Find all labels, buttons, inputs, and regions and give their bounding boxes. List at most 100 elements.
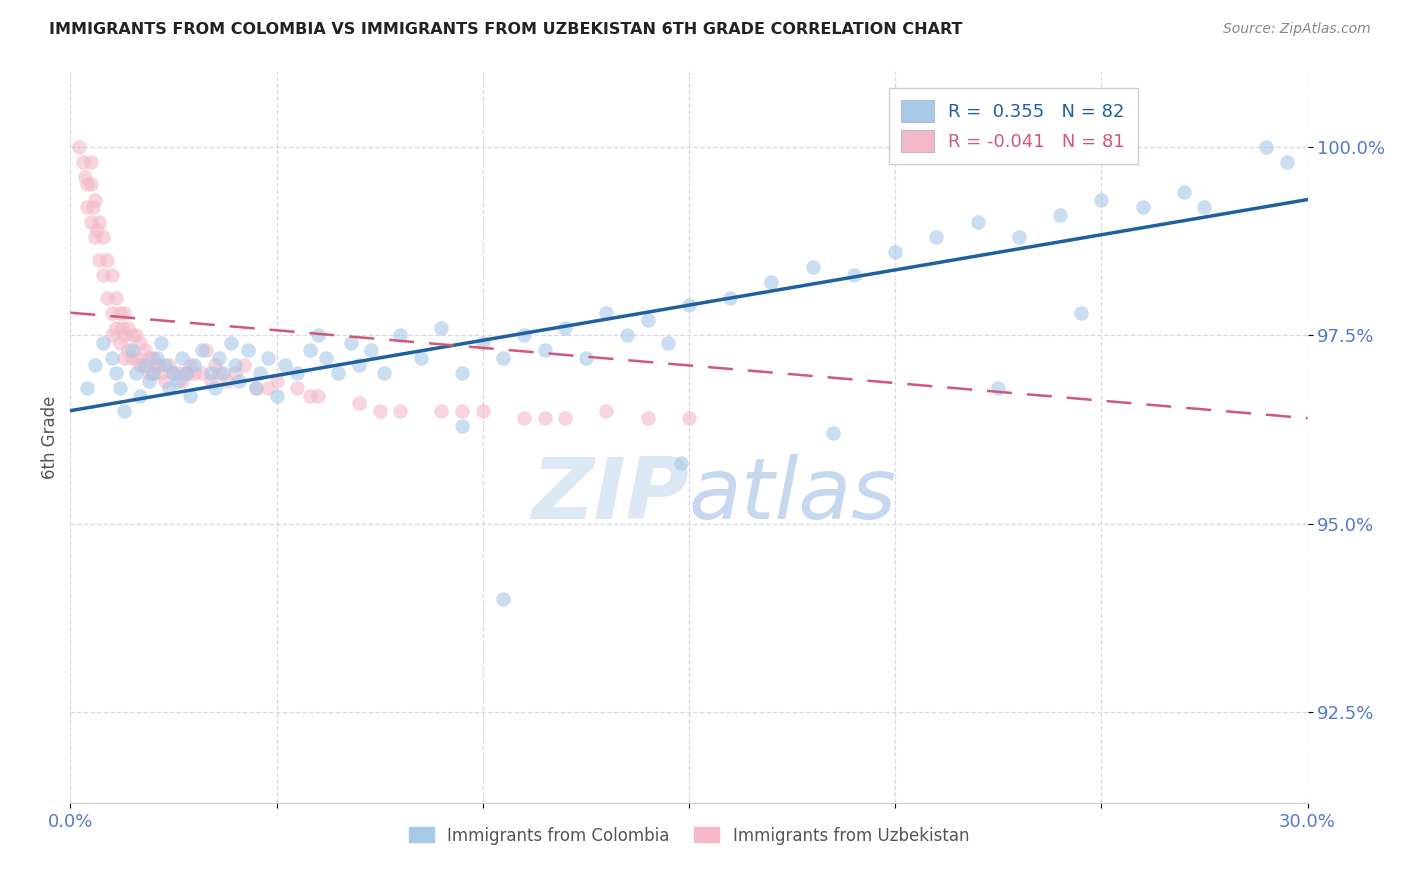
Point — [718, 291, 741, 305]
Point — [162, 366, 184, 380]
Point — [925, 230, 948, 244]
Point — [174, 366, 197, 380]
Point — [389, 403, 412, 417]
Point — [232, 359, 254, 373]
Point — [100, 268, 122, 282]
Point — [134, 343, 156, 358]
Point — [1090, 193, 1112, 207]
Point — [360, 343, 382, 358]
Point — [1049, 208, 1071, 222]
Point — [112, 351, 135, 365]
Point — [179, 359, 201, 373]
Point — [142, 366, 165, 380]
Point — [84, 230, 107, 244]
Point — [266, 389, 288, 403]
Point — [200, 366, 222, 380]
Point — [274, 359, 297, 373]
Point — [245, 381, 267, 395]
Point — [146, 359, 169, 373]
Point — [129, 389, 152, 403]
Point — [125, 328, 148, 343]
Point — [142, 351, 165, 365]
Point — [91, 268, 114, 282]
Point — [91, 335, 114, 350]
Point — [451, 366, 474, 380]
Point — [117, 343, 139, 358]
Point — [142, 366, 165, 380]
Point — [245, 381, 267, 395]
Point — [153, 374, 176, 388]
Point — [761, 276, 783, 290]
Point — [80, 215, 103, 229]
Point — [150, 335, 173, 350]
Point — [554, 320, 576, 334]
Point — [100, 328, 122, 343]
Text: Source: ZipAtlas.com: Source: ZipAtlas.com — [1223, 22, 1371, 37]
Point — [430, 320, 453, 334]
Point — [298, 389, 321, 403]
Point — [616, 328, 638, 343]
Point — [1256, 140, 1278, 154]
Point — [236, 343, 259, 358]
Point — [307, 389, 329, 403]
Point — [451, 418, 474, 433]
Point — [129, 359, 152, 373]
Point — [157, 359, 180, 373]
Point — [96, 252, 118, 267]
Point — [554, 411, 576, 425]
Point — [112, 306, 135, 320]
Point — [191, 366, 214, 380]
Point — [1194, 200, 1216, 214]
Point — [125, 366, 148, 380]
Point — [104, 320, 127, 334]
Point — [215, 374, 238, 388]
Text: IMMIGRANTS FROM COLOMBIA VS IMMIGRANTS FROM UZBEKISTAN 6TH GRADE CORRELATION CHA: IMMIGRANTS FROM COLOMBIA VS IMMIGRANTS F… — [49, 22, 963, 37]
Point — [298, 343, 321, 358]
Point — [389, 328, 412, 343]
Point — [138, 351, 160, 365]
Y-axis label: 6th Grade: 6th Grade — [41, 395, 59, 479]
Point — [162, 366, 184, 380]
Point — [174, 366, 197, 380]
Point — [76, 200, 98, 214]
Point — [315, 351, 337, 365]
Point — [492, 592, 515, 607]
Point — [146, 351, 169, 365]
Point — [451, 403, 474, 417]
Point — [134, 359, 156, 373]
Point — [595, 306, 617, 320]
Point — [183, 366, 205, 380]
Point — [84, 193, 107, 207]
Point — [170, 351, 193, 365]
Point — [224, 359, 246, 373]
Point — [224, 366, 246, 380]
Point — [104, 291, 127, 305]
Point — [669, 457, 692, 471]
Point — [84, 359, 107, 373]
Point — [257, 381, 280, 395]
Point — [1173, 185, 1195, 199]
Point — [513, 411, 536, 425]
Point — [204, 359, 226, 373]
Point — [148, 359, 170, 373]
Point — [204, 381, 226, 395]
Point — [153, 359, 176, 373]
Point — [134, 359, 156, 373]
Point — [108, 306, 131, 320]
Point — [166, 366, 188, 380]
Point — [347, 396, 370, 410]
Point — [471, 335, 494, 350]
Point — [91, 230, 114, 244]
Point — [80, 178, 103, 192]
Point — [1275, 154, 1298, 169]
Point — [89, 215, 111, 229]
Point — [471, 403, 494, 417]
Point — [987, 381, 1010, 395]
Point — [82, 200, 104, 214]
Point — [170, 374, 193, 388]
Point — [533, 343, 555, 358]
Point — [373, 366, 395, 380]
Point — [191, 343, 214, 358]
Point — [86, 223, 108, 237]
Point — [112, 403, 135, 417]
